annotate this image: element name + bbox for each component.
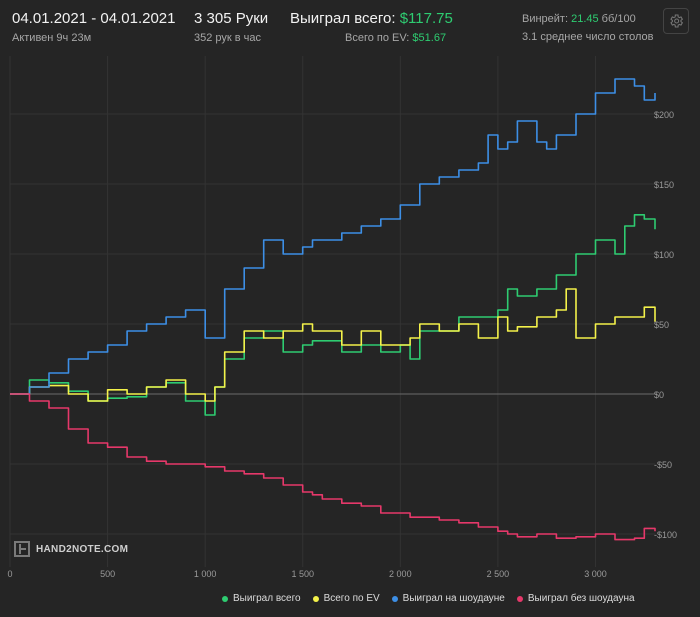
settings-button[interactable] bbox=[663, 8, 689, 34]
x-tick-label: 500 bbox=[100, 569, 115, 579]
gear-icon bbox=[670, 14, 684, 28]
total-won: Выиграл всего: $117.75 bbox=[290, 10, 453, 27]
y-tick-label: $150 bbox=[654, 180, 674, 190]
winrate-unit: бб/100 bbox=[598, 13, 636, 25]
hands-per-hour: 352 рук в час bbox=[194, 32, 262, 44]
hands-count: 3 305 Руки bbox=[194, 10, 269, 27]
y-tick-label: $50 bbox=[654, 320, 669, 330]
x-tick-label: 2 500 bbox=[487, 569, 510, 579]
winrate-label: Винрейт: bbox=[522, 13, 572, 25]
legend-label: Выиграл на шоудауне bbox=[402, 593, 505, 604]
legend-dot-icon bbox=[516, 595, 523, 602]
total-won-label: Выиграл всего: bbox=[290, 10, 400, 27]
total-ev: Всего по EV: $51.67 bbox=[345, 32, 446, 44]
legend-dot-icon bbox=[391, 595, 398, 602]
series-line-3 bbox=[10, 78, 656, 395]
legend-item-4[interactable]: Выиграл без шоудауна bbox=[516, 593, 635, 604]
winrate-value: 21.45 bbox=[571, 13, 599, 25]
legend-dot-icon bbox=[222, 595, 228, 602]
y-tick-label: -$50 bbox=[654, 460, 672, 470]
total-ev-value: $51.67 bbox=[412, 32, 447, 44]
series-line-2 bbox=[10, 288, 656, 402]
y-tick-label: $100 bbox=[654, 250, 674, 260]
y-tick-label: $200 bbox=[654, 110, 674, 120]
legend-item-2[interactable]: Всего по EV bbox=[312, 593, 380, 604]
series-line-1 bbox=[10, 214, 656, 416]
logo-text: HAND2NOTE.COM bbox=[36, 543, 129, 555]
series-line-4 bbox=[10, 393, 656, 541]
chart-ticks: 0 500 1 000 1 500 2 000 2 500 3 000 $200 $150 $10… bbox=[7, 110, 677, 579]
average-tables: 3.1 среднее число столов bbox=[522, 31, 654, 43]
x-tick-label: 1 500 bbox=[291, 569, 314, 579]
winrate: Винрейт: 21.45 бб/100 bbox=[522, 13, 636, 25]
total-ev-label: Всего по EV: bbox=[345, 32, 413, 44]
legend-dot-icon bbox=[312, 595, 319, 602]
legend-label: Всего по EV bbox=[323, 593, 380, 604]
x-tick-label: 0 bbox=[7, 569, 12, 579]
chart-legend: Выиграл всего Всего по EV Выиграл на шоуда… bbox=[222, 593, 635, 604]
total-won-value: $117.75 bbox=[399, 10, 453, 27]
logo-icon bbox=[14, 541, 30, 557]
active-time: Активен 9ч 23м bbox=[12, 32, 92, 44]
legend-label: Выиграл без шоудауна bbox=[527, 593, 635, 604]
y-tick-label: -$100 bbox=[654, 530, 677, 540]
x-tick-label: 3 000 bbox=[584, 569, 607, 579]
x-tick-label: 2 000 bbox=[389, 569, 412, 579]
legend-item-3[interactable]: Выиграл на шоудауне bbox=[391, 593, 505, 604]
date-range: 04.01.2021 - 04.01.2021 bbox=[12, 10, 176, 27]
legend-label: Выиграл всего bbox=[233, 593, 301, 604]
legend-item-1[interactable]: Выиграл всего bbox=[222, 593, 301, 604]
y-tick-label: $0 bbox=[654, 390, 664, 400]
hand2note-logo: HAND2NOTE.COM bbox=[14, 541, 128, 557]
chart-lines bbox=[10, 78, 656, 541]
chart-grid bbox=[9, 56, 655, 567]
x-tick-label: 1 000 bbox=[194, 569, 217, 579]
